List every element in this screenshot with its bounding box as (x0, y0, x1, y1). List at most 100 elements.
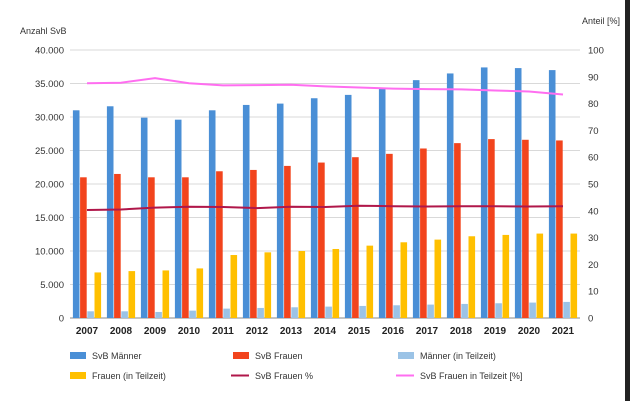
bar (106, 106, 114, 318)
bar (386, 153, 393, 318)
bar (495, 303, 502, 318)
bar (332, 248, 340, 318)
legend-swatch (233, 352, 249, 359)
bar (529, 302, 536, 318)
bar (366, 245, 374, 318)
bar (412, 80, 420, 319)
bar (446, 73, 454, 318)
left-tick-label: 0 (59, 314, 64, 325)
bar (291, 307, 298, 318)
right-tick-label: 90 (588, 72, 599, 83)
x-tick-label: 2007 (76, 326, 99, 337)
legend-label: SvB Frauen (255, 351, 303, 361)
left-axis-title: Anzahl SvB (20, 26, 67, 36)
left-tick-label: 25.000 (35, 146, 64, 157)
x-tick-label: 2015 (348, 326, 371, 337)
bar (359, 305, 366, 318)
bar (393, 305, 400, 318)
right-tick-label: 0 (588, 314, 593, 325)
bar (155, 311, 162, 318)
bar (276, 103, 284, 318)
x-tick-label: 2009 (144, 326, 167, 337)
bar (514, 68, 522, 318)
x-tick-label: 2008 (110, 326, 133, 337)
bar (223, 308, 230, 318)
x-tick-label: 2018 (450, 326, 473, 337)
right-tick-label: 20 (588, 260, 599, 271)
bar (174, 119, 182, 319)
left-tick-label: 15.000 (35, 213, 64, 224)
bar (461, 303, 468, 318)
bar (522, 139, 529, 318)
bar (148, 177, 155, 318)
x-tick-label: 2010 (178, 326, 201, 337)
legend-label: SvB Männer (92, 351, 142, 361)
x-tick-label: 2014 (314, 326, 337, 337)
bar (250, 169, 257, 318)
legend-label: SvB Frauen % (255, 371, 313, 381)
legend-swatch (70, 372, 86, 379)
bar (94, 272, 102, 318)
right-tick-label: 70 (588, 126, 599, 137)
bar (378, 88, 386, 318)
right-tick-label: 60 (588, 153, 599, 164)
left-tick-label: 5.000 (40, 280, 64, 291)
bar (80, 177, 87, 318)
legend-swatch (70, 352, 86, 359)
right-tick-label: 30 (588, 233, 599, 244)
bar (427, 304, 434, 318)
bar (310, 98, 318, 319)
bar (420, 148, 427, 318)
bar (87, 311, 94, 318)
left-tick-label: 40.000 (35, 46, 64, 57)
bar (570, 233, 578, 318)
bar (242, 104, 250, 318)
bar (502, 234, 510, 318)
legend-label: SvB Frauen in Teilzeit [%] (420, 371, 522, 381)
bar (114, 173, 121, 318)
bar (548, 70, 556, 318)
bar (454, 143, 461, 318)
left-tick-label: 35.000 (35, 79, 64, 90)
bar (352, 157, 359, 318)
bar (480, 67, 488, 318)
bar (400, 242, 408, 318)
bar (128, 271, 136, 318)
bar (182, 177, 189, 318)
x-tick-label: 2021 (552, 326, 575, 337)
bar (468, 236, 476, 318)
bar (536, 233, 544, 318)
bar (298, 251, 306, 318)
bar (264, 252, 272, 318)
bar (72, 110, 80, 318)
right-tick-label: 40 (588, 206, 599, 217)
left-tick-label: 30.000 (35, 113, 64, 124)
bar (230, 255, 238, 318)
series-line (86, 77, 564, 96)
bar (162, 270, 170, 318)
right-axis-title: Anteil [%] (582, 16, 620, 26)
bar (563, 301, 570, 318)
bar (488, 139, 495, 318)
bar (325, 306, 332, 318)
bar (140, 117, 148, 318)
bar (318, 162, 325, 318)
bar (556, 140, 563, 318)
legend-swatch (398, 352, 414, 359)
x-tick-label: 2011 (212, 326, 234, 337)
legend-label: Frauen (in Teilzeit) (92, 371, 166, 381)
right-tick-label: 80 (588, 99, 599, 110)
right-tick-label: 100 (588, 46, 604, 57)
x-tick-label: 2017 (416, 326, 439, 337)
right-border-bar (625, 0, 630, 401)
bar (257, 307, 264, 318)
right-tick-label: 50 (588, 180, 599, 191)
bar (196, 268, 204, 318)
left-tick-label: 20.000 (35, 180, 64, 191)
bar (434, 239, 442, 318)
left-tick-label: 10.000 (35, 247, 64, 258)
bar (189, 310, 196, 318)
bar (121, 311, 128, 318)
series-line (86, 204, 564, 211)
